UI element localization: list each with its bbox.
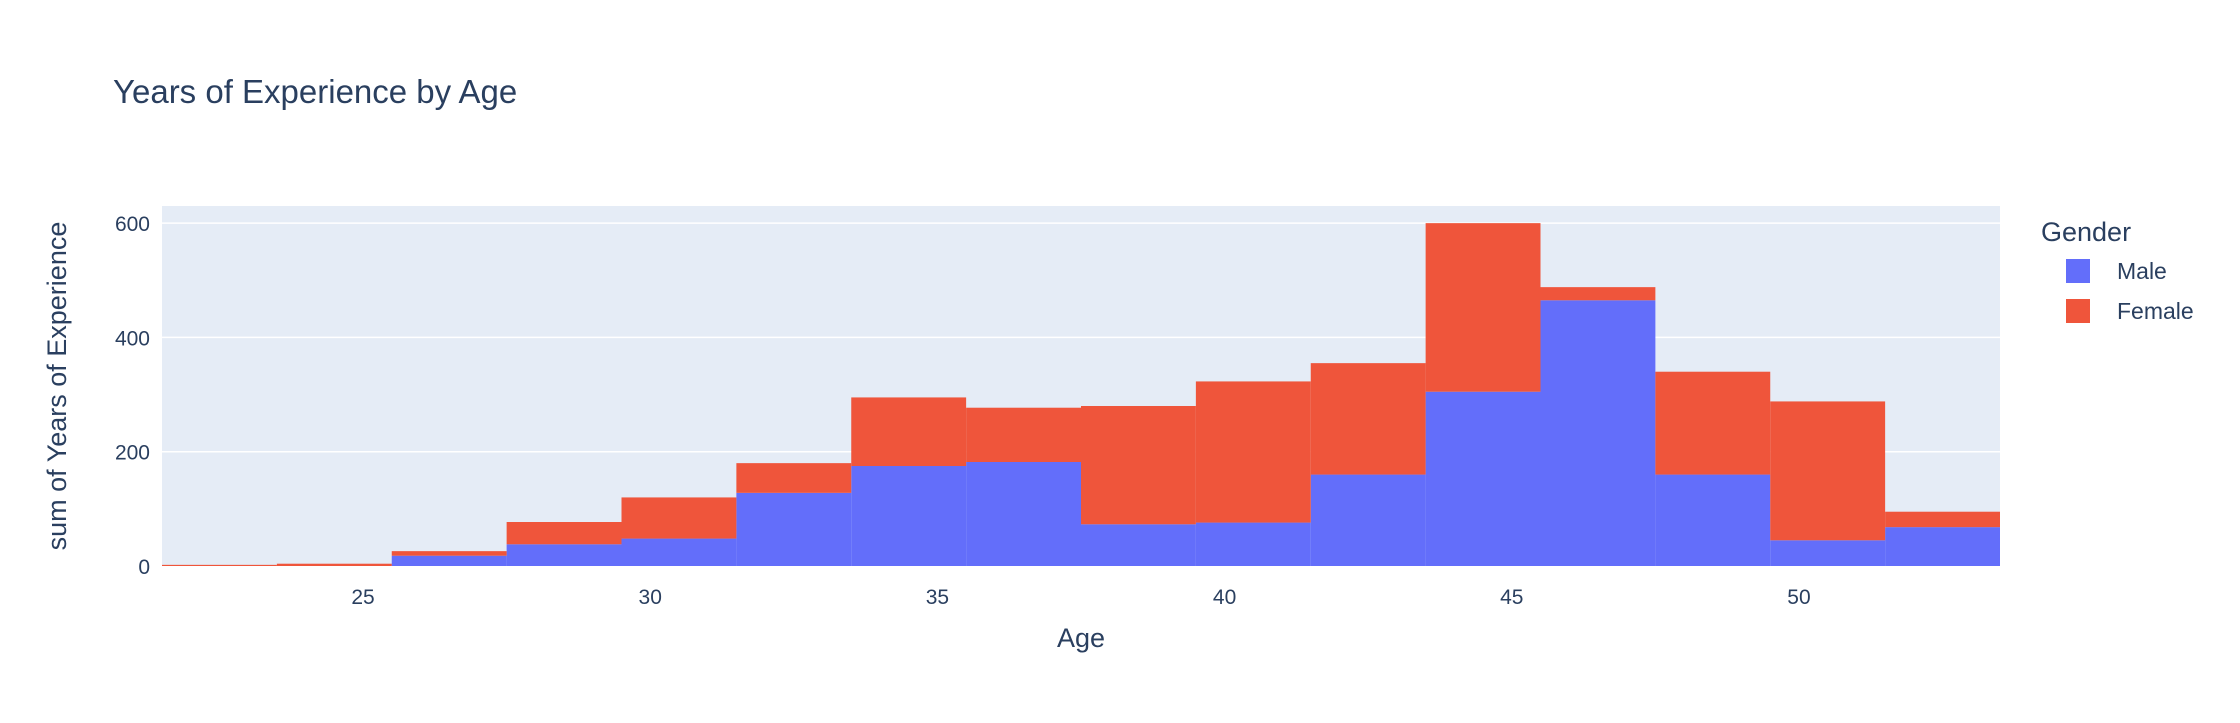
bar-male-14: [1770, 540, 1886, 566]
bar-female-7: [966, 407, 1081, 462]
y-tick-label: 600: [115, 213, 150, 236]
bar-female-11: [1425, 223, 1541, 392]
bar-female-6: [851, 397, 967, 466]
bar-female-14: [1770, 401, 1886, 541]
legend-swatch-female: [2066, 299, 2090, 323]
x-tick-label: 45: [1500, 586, 1523, 609]
legend-items: Male Female: [2066, 258, 2194, 324]
y-tick-label: 0: [138, 556, 150, 579]
bar-male-9: [1195, 522, 1311, 566]
x-axis-label: Age: [1057, 623, 1105, 653]
legend-label-male: Male: [2117, 258, 2167, 284]
bar-female-12: [1540, 287, 1656, 301]
bar-male-4: [621, 538, 737, 566]
bar-female-3: [506, 522, 622, 545]
bar-male-13: [1655, 474, 1771, 566]
x-tick-label: 40: [1213, 586, 1236, 609]
legend-swatch-male: [2066, 259, 2090, 283]
bar-male-10: [1310, 474, 1426, 566]
legend: Gender Male Female: [2041, 217, 2194, 324]
x-tick-label: 35: [926, 586, 949, 609]
bars: [162, 223, 2000, 566]
bar-female-8: [1081, 406, 1196, 525]
bar-female-1: [276, 563, 392, 566]
bar-male-11: [1425, 391, 1541, 566]
legend-label-female: Female: [2117, 298, 2194, 324]
bar-male-15: [1885, 527, 2000, 566]
chart-title: Years of Experience by Age: [113, 73, 517, 110]
bar-female-13: [1655, 371, 1771, 475]
bar-female-9: [1195, 381, 1311, 523]
bar-male-5: [736, 492, 852, 566]
bar-female-5: [736, 463, 852, 493]
x-tick-label: 30: [639, 586, 662, 609]
y-axis-label: sum of Years of Experience: [42, 222, 72, 551]
bar-female-0: [162, 564, 277, 566]
bar-male-3: [506, 544, 622, 566]
legend-title: Gender: [2041, 217, 2131, 247]
bar-female-2: [391, 551, 507, 556]
bar-female-10: [1310, 363, 1426, 475]
bar-male-8: [1081, 524, 1196, 566]
x-tick-label: 25: [351, 586, 374, 609]
tick-labels: 0 200 400 600 25 30 35 40 45 50: [115, 213, 1811, 609]
bar-male-7: [966, 462, 1081, 566]
bar-female-4: [621, 497, 737, 539]
y-tick-label: 200: [115, 442, 150, 465]
y-tick-label: 400: [115, 327, 150, 350]
x-tick-label: 50: [1787, 586, 1810, 609]
bar-male-2: [391, 555, 507, 566]
bar-female-15: [1885, 511, 2000, 528]
bar-male-6: [851, 466, 967, 566]
bar-male-12: [1540, 300, 1656, 566]
